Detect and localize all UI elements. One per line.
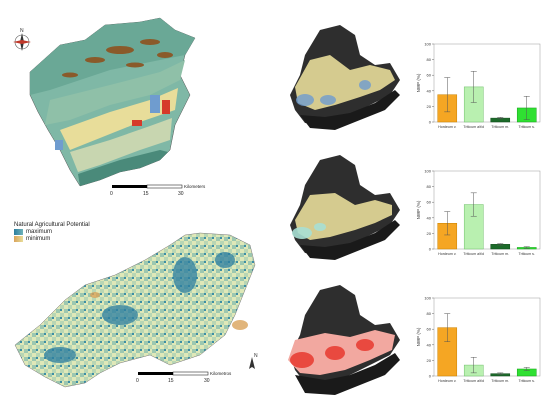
- y-tick-label: 80: [427, 311, 432, 316]
- y-tick-label: 100: [424, 42, 431, 47]
- legend-label-min: minimum: [26, 236, 51, 242]
- legend-title: Natural Agricultural Potential: [14, 222, 90, 228]
- y-tick-label: 20: [427, 358, 432, 363]
- y-tick-label: 100: [424, 296, 431, 301]
- north-arrow-icon: N: [249, 353, 258, 369]
- scalebar-bottom: 0 15 30 Kilometros: [136, 371, 232, 384]
- land-unit-map: N 0 15 30 Kilometers: [13, 17, 206, 197]
- scalebar-top-tick-15: 15: [143, 191, 149, 197]
- y-tick-label: 20: [427, 231, 432, 236]
- svg-text:N: N: [20, 28, 24, 34]
- x-tick-label: Triticum s.: [519, 125, 535, 129]
- y-tick-label: 40: [427, 342, 432, 347]
- x-tick-label: Hordeum v.: [438, 252, 456, 256]
- relief-map-2: [290, 155, 400, 260]
- scalebar-bottom-tick-15: 15: [168, 378, 174, 384]
- x-tick-label: Triticum m.: [491, 379, 509, 383]
- y-tick-label: 60: [427, 73, 432, 78]
- y-axis-label: NWP (%): [416, 327, 421, 346]
- legend: Natural Agricultural Potential maximum m…: [14, 222, 90, 242]
- y-axis-label: NWP (%): [416, 73, 421, 92]
- y-tick-label: 60: [427, 327, 432, 332]
- y-tick-label: 40: [427, 88, 432, 93]
- scalebar-top-unit: Kilometers: [184, 184, 206, 189]
- x-tick-label: Triticum a/t/d: [463, 379, 484, 383]
- y-tick-label: 80: [427, 57, 432, 62]
- x-tick-label: Triticum a/t/d: [463, 125, 484, 129]
- y-tick-label: 0: [429, 247, 432, 252]
- agricultural-potential-map: 0 15 30 Kilometros N: [14, 232, 258, 388]
- y-tick-label: 20: [427, 104, 432, 109]
- legend-swatch-min: [14, 236, 23, 242]
- scalebar-bottom-tick-30: 30: [204, 378, 210, 384]
- x-tick-label: Hordeum v.: [438, 379, 456, 383]
- x-tick-label: Triticum m.: [491, 252, 509, 256]
- svg-text:N: N: [254, 353, 258, 359]
- scalebar-bottom-unit: Kilometros: [210, 371, 232, 376]
- y-tick-label: 100: [424, 169, 431, 174]
- x-tick-label: Triticum m.: [491, 125, 509, 129]
- relief-map-1: [290, 25, 400, 130]
- scalebar-bottom-tick-0: 0: [136, 378, 139, 384]
- scalebar-top-tick-30: 30: [178, 191, 184, 197]
- bar-chart-1: 0 20 40 60 80 100 NWP (%) Hordeum v. Triticum a/…: [416, 42, 541, 129]
- bar-chart-2: 0 20 40 60 80 100 NWP (%) Hordeum v. Triticum a/…: [416, 169, 541, 256]
- legend-label-max: maximum: [26, 229, 53, 235]
- y-tick-label: 40: [427, 215, 432, 220]
- x-tick-label: Triticum s.: [519, 252, 535, 256]
- y-tick-label: 0: [429, 374, 432, 379]
- legend-item-max: maximum: [14, 229, 90, 235]
- y-tick-label: 0: [429, 120, 432, 125]
- scalebar-top: 0 15 30 Kilometers: [110, 184, 206, 197]
- compass-rose-icon: N: [13, 28, 31, 51]
- relief-map-3: [288, 285, 400, 395]
- x-tick-label: Triticum a/t/d: [463, 252, 484, 256]
- legend-swatch-max: [14, 229, 23, 235]
- y-axis-label: NWP (%): [416, 200, 421, 219]
- bar-chart-3: 0 20 40 60 80 100 NWP (%) Hordeum v. Triticum a/…: [416, 296, 541, 383]
- y-tick-label: 60: [427, 200, 432, 205]
- scalebar-top-tick-0: 0: [110, 191, 113, 197]
- x-tick-label: Hordeum v.: [438, 125, 456, 129]
- x-tick-label: Triticum s.: [519, 379, 535, 383]
- legend-item-min: minimum: [14, 236, 90, 242]
- y-tick-label: 80: [427, 184, 432, 189]
